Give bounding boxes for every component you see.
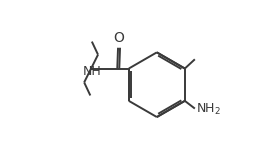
Text: O: O (113, 31, 124, 45)
Text: NH$_2$: NH$_2$ (196, 102, 221, 117)
Text: NH: NH (83, 65, 102, 78)
